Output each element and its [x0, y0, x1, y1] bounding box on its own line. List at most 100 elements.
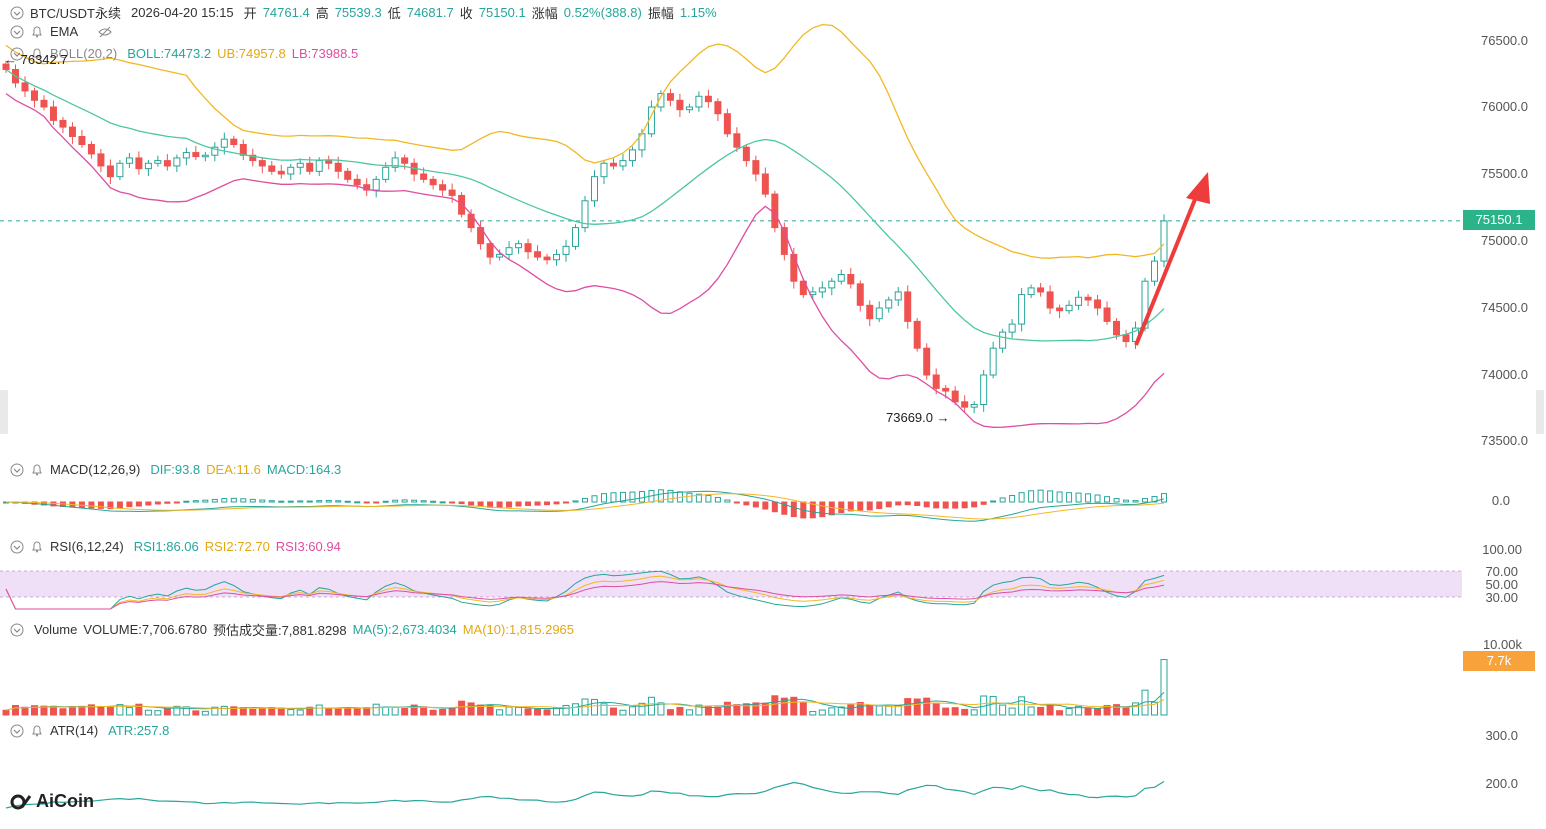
- candle-body: [106, 165, 114, 178]
- volume-bar: [1065, 708, 1073, 716]
- candle-body: [866, 304, 874, 320]
- macd-bar: [971, 501, 978, 508]
- volume-bar: [144, 709, 152, 716]
- macd-bar: [895, 501, 902, 506]
- chevron-down-icon[interactable]: [10, 724, 24, 738]
- candle-body: [524, 243, 532, 253]
- macd-bar: [268, 500, 275, 503]
- volume-bar: [135, 703, 143, 716]
- volume-bar: [458, 700, 466, 716]
- volume-bar: [353, 708, 361, 716]
- atr-indicator-row: ATR(14) ATR:257.8: [10, 723, 169, 738]
- candle-body: [534, 251, 542, 258]
- candle-body: [401, 157, 409, 164]
- volume-bar: [59, 708, 67, 716]
- volume-bar: [40, 705, 48, 716]
- macd-bar: [1151, 496, 1158, 503]
- chevron-down-icon[interactable]: [10, 463, 24, 477]
- right-panel-handle[interactable]: [1536, 390, 1544, 434]
- volume-bar: [1084, 707, 1092, 716]
- macd-bar: [686, 492, 693, 503]
- volume-bar: [448, 708, 456, 716]
- candle-body: [913, 320, 921, 349]
- eye-hidden-icon[interactable]: [98, 25, 112, 39]
- bell-icon[interactable]: [30, 724, 44, 738]
- macd-bar: [1009, 495, 1016, 503]
- macd-bar: [544, 501, 551, 506]
- macd-bar: [933, 501, 940, 509]
- macd-bar: [297, 500, 304, 503]
- ema-label: EMA: [50, 24, 79, 39]
- macd-bar: [771, 501, 778, 513]
- volume-bar: [306, 706, 314, 716]
- macd-bar: [563, 501, 570, 504]
- bell-icon[interactable]: [30, 540, 44, 554]
- macd-bar: [1085, 493, 1092, 503]
- volume-bar: [1122, 706, 1130, 716]
- candle-body: [1075, 296, 1083, 306]
- candle-body: [2, 63, 10, 70]
- volume-bar: [572, 703, 580, 716]
- candle-body: [505, 247, 513, 255]
- volume-bar: [1056, 710, 1064, 716]
- volume-bar: [68, 706, 76, 716]
- macd-bar: [135, 501, 142, 507]
- candle-body: [1122, 334, 1130, 342]
- bell-icon[interactable]: [30, 25, 44, 39]
- candle-body: [230, 138, 238, 146]
- candle-body: [87, 144, 95, 155]
- volume-indicator-row: Volume VOLUME:7,706.6780 预估成交量:7,881.829…: [10, 620, 574, 639]
- volume-bar: [382, 706, 390, 716]
- macd-bar: [1113, 498, 1120, 503]
- chevron-down-icon[interactable]: [10, 6, 24, 20]
- current-price-tag: 75150.1: [1463, 210, 1535, 230]
- left-panel-handle[interactable]: [0, 390, 8, 434]
- volume-bar: [714, 706, 722, 716]
- candle-body: [704, 95, 712, 103]
- macd-bar: [572, 500, 579, 503]
- macd-bar: [202, 499, 209, 503]
- volume-bar: [790, 696, 798, 716]
- candle-body: [334, 162, 342, 172]
- volume-bar: [647, 696, 655, 716]
- macd-bar: [733, 501, 740, 504]
- chevron-down-icon[interactable]: [10, 540, 24, 554]
- candle-body: [676, 99, 684, 111]
- volume-bar: [325, 707, 333, 716]
- macd-bar: [705, 495, 712, 503]
- macd-label: MACD(12,26,9): [50, 462, 141, 477]
- chevron-down-icon[interactable]: [10, 25, 24, 39]
- macd-bar: [952, 501, 959, 509]
- bell-icon[interactable]: [30, 463, 44, 477]
- macd-bar: [335, 500, 342, 503]
- macd-bar: [278, 500, 285, 503]
- chevron-down-icon[interactable]: [10, 623, 24, 637]
- volume-bar: [1046, 704, 1054, 716]
- macd-bar: [88, 501, 95, 509]
- volume-bar: [334, 708, 342, 716]
- amplitude-value: 1.15%: [679, 5, 717, 20]
- candle-body: [553, 253, 561, 261]
- price-axis-tick: 74000.0: [1481, 367, 1528, 382]
- candle-body: [590, 176, 598, 202]
- symbol-name: BTC/USDT永续: [30, 6, 122, 21]
- volume-bar: [344, 707, 352, 716]
- candle-body: [192, 152, 200, 158]
- volume-bar: [524, 708, 532, 716]
- bell-icon[interactable]: [30, 47, 44, 61]
- rsi-axis-tick: 70.00: [1485, 564, 1518, 579]
- macd-bar: [1037, 489, 1044, 503]
- candle-body: [1084, 296, 1092, 301]
- macd-bar: [107, 501, 114, 510]
- volume-bar: [904, 698, 912, 716]
- volume-bar: [828, 707, 836, 716]
- estimated-volume-value: 预估成交量:7,881.8298: [212, 623, 347, 638]
- macd-bar: [847, 501, 854, 512]
- chevron-down-icon[interactable]: [10, 47, 24, 61]
- bar-datetime: 2026-04-20 15:15: [131, 5, 234, 20]
- volume-bar: [1151, 701, 1159, 716]
- volume-bar: [1075, 705, 1083, 716]
- macd-bar: [515, 501, 522, 507]
- volume-bar: [211, 706, 219, 716]
